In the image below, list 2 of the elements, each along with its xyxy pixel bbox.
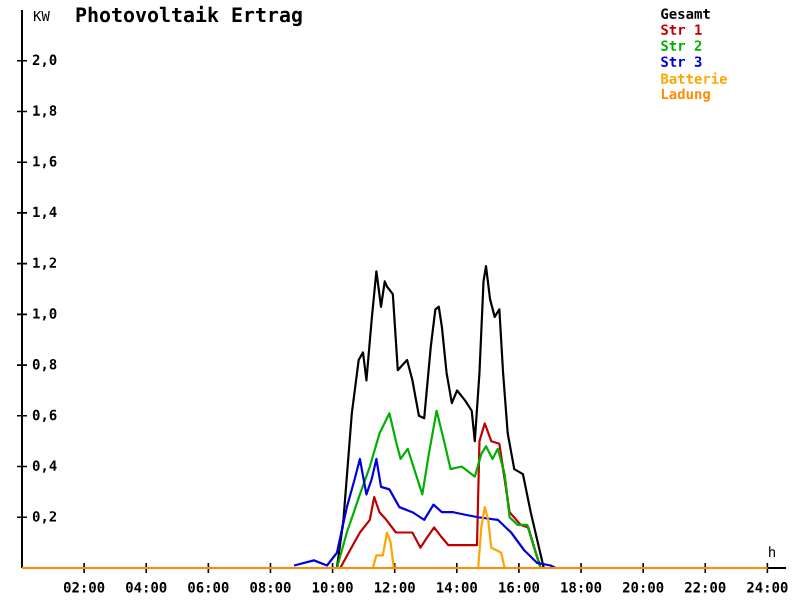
chart-title: Photovoltaik Ertrag (76, 5, 302, 27)
line-series (292, 457, 557, 570)
